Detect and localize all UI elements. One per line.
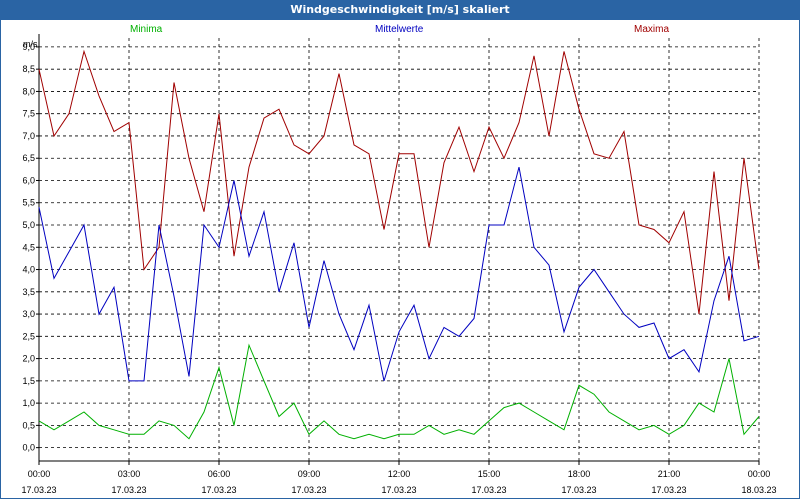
x-tick-time: 06:00	[208, 469, 231, 479]
x-tick-date: 17.03.23	[291, 485, 326, 495]
y-tick-label: 2,5	[22, 331, 35, 341]
y-axis-label: m/s	[23, 39, 38, 49]
y-tick-label: 1,0	[22, 398, 35, 408]
x-tick-time: 18:00	[568, 469, 591, 479]
y-tick-label: 8,5	[22, 64, 35, 74]
x-tick-date: 17.03.23	[21, 485, 56, 495]
y-tick-label: 3,5	[22, 287, 35, 297]
y-tick-label: 6,0	[22, 175, 35, 185]
y-tick-label: 6,5	[22, 153, 35, 163]
y-tick-label: 9,0	[22, 42, 35, 52]
x-tick-date: 17.03.23	[471, 485, 506, 495]
legend-minima: Minima	[130, 24, 163, 35]
series-line-maxima	[38, 49, 760, 315]
y-tick-label: 1,5	[22, 376, 35, 386]
legend-mittelwerte: Mittelwerte	[375, 24, 424, 35]
x-tick-date: 17.03.23	[381, 485, 416, 495]
x-tick-date: 17.03.23	[651, 485, 686, 495]
x-tick-time: 03:00	[118, 469, 141, 479]
series-line-minima	[38, 343, 760, 440]
x-tick-time: 15:00	[478, 469, 501, 479]
x-tick-date: 18.03.23	[741, 485, 776, 495]
x-tick-date: 17.03.23	[561, 485, 596, 495]
legend-maxima: Maxima	[634, 24, 670, 35]
y-tick-label: 5,0	[22, 220, 35, 230]
x-tick-time: 12:00	[388, 469, 411, 479]
y-tick-label: 7,0	[22, 131, 35, 141]
x-tick-time: 21:00	[658, 469, 681, 479]
window-title: Windgeschwindigkeit [m/s] skaliert	[0, 0, 800, 20]
y-tick-label: 4,0	[22, 265, 35, 275]
y-tick-label: 2,0	[22, 354, 35, 364]
y-tick-label: 0,0	[22, 443, 35, 453]
x-tick-time: 09:00	[298, 469, 321, 479]
y-tick-label: 8,0	[22, 86, 35, 96]
y-tick-label: 5,5	[22, 198, 35, 208]
y-tick-label: 3,0	[22, 309, 35, 319]
x-tick-time: 00:00	[748, 469, 771, 479]
y-tick-label: 4,5	[22, 242, 35, 252]
x-tick-date: 17.03.23	[201, 485, 236, 495]
series-line-mittelwerte	[38, 166, 760, 382]
y-tick-label: 0,5	[22, 420, 35, 430]
x-tick-date: 17.03.23	[111, 485, 146, 495]
y-tick-label: 7,5	[22, 109, 35, 119]
x-tick-time: 00:00	[28, 469, 51, 479]
